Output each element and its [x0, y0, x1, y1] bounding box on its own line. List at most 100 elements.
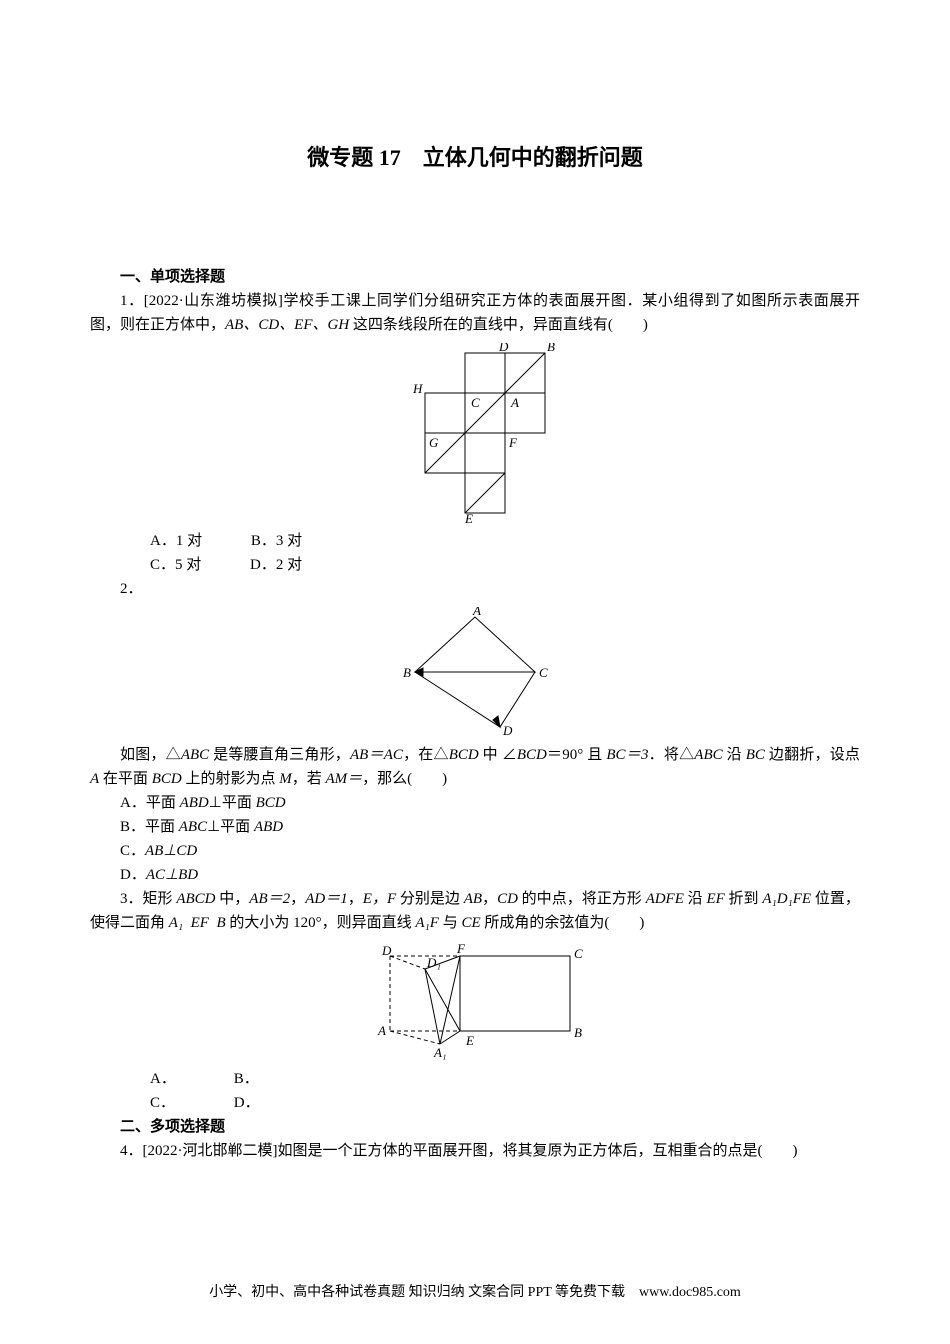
q2-optB-mid: ⊥平面: [207, 819, 254, 835]
q2-s12: ，那么( ): [362, 771, 447, 787]
q2-optD: D．AC⊥BD: [90, 863, 860, 887]
q2-bcd: BCD: [449, 747, 479, 763]
q2-s3: ，在△: [403, 747, 449, 763]
q1-optD: D．2 对: [220, 553, 302, 577]
q3-s6: ，: [482, 891, 497, 907]
q2-m: M: [279, 771, 292, 787]
q3-s7: 的中点，将正方形: [518, 891, 646, 907]
label-B3: B: [574, 1025, 582, 1040]
q2-optD-i: AC⊥BD: [146, 867, 198, 883]
q3-ce: CE: [461, 915, 480, 931]
q2-optA-mid: ⊥平面: [209, 795, 256, 811]
q2-bc3: BC＝3: [606, 747, 648, 763]
q2-stem: 如图，△ABC 是等腰直角三角形，AB＝AC，在△BCD 中 ∠BCD＝90° …: [90, 743, 860, 791]
label-F3: F: [456, 941, 466, 956]
q3-s13: 所成角的余弦值为( ): [481, 915, 645, 931]
q2-optA-i1: ABD: [180, 795, 209, 811]
q1-italics: AB、CD、EF、GH: [225, 317, 349, 333]
q3-s4: ，: [348, 891, 363, 907]
q3-ab2: AB＝2: [249, 891, 290, 907]
q3-optC: C．: [120, 1091, 200, 1115]
q3-s9: 折到: [725, 891, 763, 907]
q3-s12: 与: [439, 915, 462, 931]
label-C3: C: [574, 946, 583, 961]
q3-s8: 沿: [684, 891, 707, 907]
label-C: C: [471, 395, 480, 410]
q3-ef: E，F: [363, 891, 396, 907]
q3-stem: 3．矩形 ABCD 中，AB＝2，AD＝1，E，F 分别是边 AB，CD 的中点…: [90, 887, 860, 935]
q3-abcd: ABCD: [176, 891, 215, 907]
q2-s5: ＝90° 且: [547, 747, 607, 763]
q3-s3: ，: [290, 891, 305, 907]
q2-optB-i2: ABD: [254, 819, 283, 835]
q2-optA-i2: BCD: [256, 795, 286, 811]
q3-a1efb: A₁ ­ EF ­ B: [169, 915, 226, 931]
label-C2: C: [539, 665, 548, 680]
q2-s8: 边翻折，设点: [765, 747, 860, 763]
label-A13: A₁: [433, 1045, 446, 1060]
q2-s6: ．将△: [648, 747, 694, 763]
q2-optC-pre: C．: [120, 843, 145, 859]
section-1-heading: 一、单项选择题: [90, 265, 860, 289]
q1-options-row1: A．1 对 B．3 对: [90, 529, 860, 553]
q2-optD-pre: D．: [120, 867, 146, 883]
q2-s4: 中 ∠: [479, 747, 517, 763]
q2-optC-i: AB⊥CD: [145, 843, 197, 859]
q2-s11: ，若: [292, 771, 326, 787]
q2-abac: AB＝AC: [350, 747, 403, 763]
q2-s7: 沿: [723, 747, 746, 763]
q2-s9: 在平面: [99, 771, 152, 787]
page-footer: 小学、初中、高中各种试卷真题 知识归纳 文案合同 PPT 等免费下载 www.d…: [0, 1282, 950, 1304]
q3-ef2: EF: [706, 891, 724, 907]
q2-optB: B．平面 ABC⊥平面 ABD: [90, 815, 860, 839]
q1-optC: C．5 对: [120, 553, 201, 577]
q3-options-row1: A． B．: [90, 1067, 860, 1091]
q2-s1: 如图，△: [120, 747, 181, 763]
q1-optB: B．3 对: [221, 529, 302, 553]
section-2-heading: 二、多项选择题: [90, 1115, 860, 1139]
q2-diagram: A B C D: [385, 607, 565, 737]
q2-am: AM＝: [325, 771, 362, 787]
q2-bcd2: BCD: [517, 747, 547, 763]
q3-cd: CD: [497, 891, 518, 907]
q2-s10: 上的射影为点: [182, 771, 280, 787]
q2-abc2: ABC: [694, 747, 722, 763]
q3-a1d1fe: A₁D₁FE: [762, 891, 811, 907]
q1-diagram: D B H C A G F E: [375, 343, 575, 523]
q3-diagram: D F C D₁ A A₁ E B: [360, 941, 590, 1061]
label-D13: D₁: [426, 955, 441, 970]
label-A2: A: [472, 607, 481, 618]
q3-ab: AB: [464, 891, 482, 907]
q1-stem: 1．[2022·山东潍坊模拟]学校手工课上同学们分组研究正方体的表面展开图．某小…: [90, 289, 860, 337]
q2-bcd3: BCD: [152, 771, 182, 787]
q2-optC: C．AB⊥CD: [90, 839, 860, 863]
label-D3: D: [381, 943, 392, 958]
q2-optB-i1: ABC: [179, 819, 207, 835]
q3-ad1: AD＝1: [305, 891, 348, 907]
q2-optB-pre: B．平面: [120, 819, 179, 835]
q3-s5: 分别是边: [396, 891, 464, 907]
q3-a1f: A₁F: [415, 915, 439, 931]
q2-a: A: [90, 771, 99, 787]
label-G: G: [429, 435, 439, 450]
q2-s2: 是等腰直角三角形，: [209, 747, 350, 763]
q3-adfe: ADFE: [646, 891, 684, 907]
q3-optD: D．: [204, 1091, 284, 1115]
q3-optB: B．: [204, 1067, 284, 1091]
label-D: D: [498, 343, 509, 354]
label-A: A: [510, 395, 519, 410]
label-D2: D: [502, 723, 513, 737]
label-B: B: [547, 343, 555, 354]
label-F: F: [508, 435, 518, 450]
q1-options-row2: C．5 对 D．2 对: [90, 553, 860, 577]
q2-optA: A．平面 ABD⊥平面 BCD: [90, 791, 860, 815]
label-A3: A: [377, 1023, 386, 1038]
label-B2: B: [403, 665, 411, 680]
q3-options-row2: C． D．: [90, 1091, 860, 1115]
q3-s1: 3．矩形: [120, 891, 176, 907]
q3-optA: A．: [120, 1067, 200, 1091]
q1-stem-suffix: 这四条线段所在的直线中，异面直线有( ): [349, 317, 648, 333]
q1-optA: A．1 对: [120, 529, 202, 553]
label-E: E: [464, 511, 473, 523]
q3-s11: 的大小为 120°，则异面直线: [226, 915, 416, 931]
